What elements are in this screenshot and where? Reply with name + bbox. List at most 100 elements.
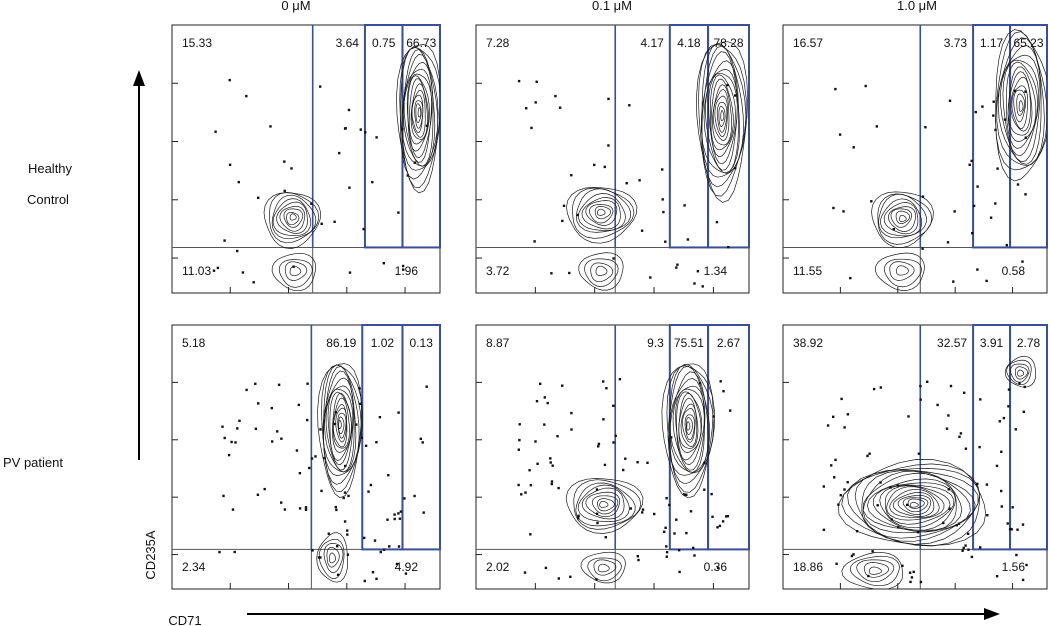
event-dot xyxy=(663,530,666,533)
event-dot xyxy=(355,423,358,426)
contour xyxy=(1010,363,1030,383)
contour xyxy=(406,73,433,159)
event-dot xyxy=(673,532,676,535)
contour xyxy=(1016,93,1025,116)
contour xyxy=(329,391,352,461)
event-dot xyxy=(628,104,631,107)
contour xyxy=(868,566,882,575)
event-dot xyxy=(550,482,553,486)
event-dot xyxy=(558,106,562,109)
event-dot xyxy=(310,202,313,205)
event-dot xyxy=(393,513,396,516)
contour xyxy=(597,498,615,512)
event-dot xyxy=(1003,118,1007,121)
gate-value-upper-right-2: 78.28 xyxy=(714,36,744,50)
event-dot xyxy=(662,210,665,214)
contour xyxy=(585,200,618,226)
event-dot xyxy=(1016,183,1020,186)
event-dot xyxy=(976,482,979,486)
event-dot xyxy=(310,457,314,460)
event-dot xyxy=(387,474,390,477)
event-dot xyxy=(550,272,553,275)
event-dot xyxy=(577,514,580,517)
event-dot xyxy=(333,422,337,426)
gate-value-lower-right: 0.36 xyxy=(704,560,728,574)
event-dot xyxy=(421,441,424,444)
x-axis-label: CD71 xyxy=(168,613,201,626)
event-dot xyxy=(1014,428,1017,431)
contour xyxy=(1013,89,1026,123)
event-dot xyxy=(254,382,257,385)
gate-value-upper-right-2: 0.13 xyxy=(410,336,434,350)
event-dot xyxy=(539,382,542,385)
gate-value-upper-left: 7.28 xyxy=(486,36,510,50)
event-dot xyxy=(367,490,370,493)
event-dot xyxy=(842,210,845,213)
event-dot xyxy=(214,130,217,133)
event-dot xyxy=(677,549,681,552)
contour xyxy=(710,78,734,151)
gate-value-lower-left: 11.55 xyxy=(793,264,822,278)
contour xyxy=(1006,61,1038,149)
event-dot xyxy=(919,398,922,401)
contour xyxy=(701,45,744,178)
contour xyxy=(575,482,636,527)
event-dot xyxy=(280,501,283,504)
column-header-2: 1.0 μM xyxy=(897,0,937,13)
event-dot xyxy=(966,532,970,535)
contour xyxy=(411,94,424,133)
contour xyxy=(581,197,621,230)
event-dot xyxy=(348,271,352,274)
event-dot xyxy=(401,264,405,268)
event-dot xyxy=(833,476,836,479)
gate-value-upper-right-1: 75.51 xyxy=(674,336,704,350)
event-dot xyxy=(612,441,615,444)
event-dot xyxy=(636,555,639,558)
event-dot xyxy=(364,444,368,447)
gate-value-upper-left: 8.87 xyxy=(486,336,510,350)
gate-value-upper-right-1: 1.17 xyxy=(980,36,1004,50)
event-dot xyxy=(543,396,546,399)
event-dot xyxy=(901,564,904,567)
contour xyxy=(875,252,925,291)
gate-value-upper-right-2: 2.67 xyxy=(717,336,741,350)
contour xyxy=(283,208,304,228)
event-dot xyxy=(675,266,678,269)
event-dot xyxy=(986,514,989,517)
event-dot xyxy=(550,480,554,483)
event-dot xyxy=(839,494,842,497)
event-dot xyxy=(936,403,939,407)
event-dot xyxy=(909,580,912,584)
contour-group xyxy=(822,355,1037,589)
event-dot xyxy=(897,526,900,529)
event-dot xyxy=(1007,388,1011,391)
event-dot xyxy=(692,546,695,550)
contour xyxy=(403,68,432,163)
contour xyxy=(895,210,910,224)
event-dot xyxy=(596,521,599,525)
event-dot xyxy=(607,97,610,101)
event-dot xyxy=(612,257,615,260)
event-dot xyxy=(304,508,308,511)
contour xyxy=(332,393,352,453)
event-dot xyxy=(665,551,669,554)
event-dot xyxy=(241,271,245,274)
contour xyxy=(565,478,644,534)
contour xyxy=(289,213,297,221)
event-dot xyxy=(974,110,977,114)
event-dot xyxy=(834,458,837,462)
event-dot xyxy=(320,222,323,225)
event-dot xyxy=(686,238,690,241)
event-dot xyxy=(227,453,231,457)
event-dot xyxy=(604,536,607,539)
event-dot xyxy=(371,571,375,574)
contour-group xyxy=(218,363,428,583)
event-dot xyxy=(570,411,573,415)
event-dot xyxy=(236,249,239,253)
event-dot xyxy=(840,397,843,401)
event-dot xyxy=(597,445,600,448)
contour xyxy=(332,397,350,449)
contour xyxy=(401,49,439,171)
event-dot xyxy=(233,550,236,554)
event-dot xyxy=(597,442,601,446)
